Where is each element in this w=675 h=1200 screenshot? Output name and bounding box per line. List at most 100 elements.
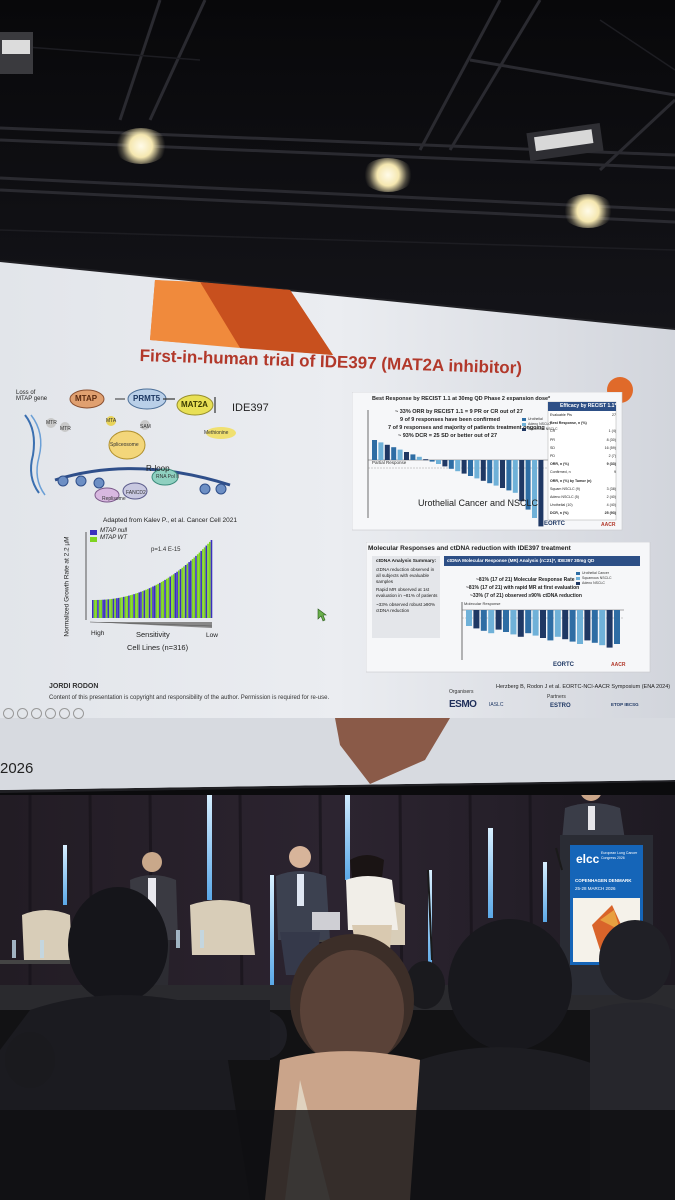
waterfall-bar	[104, 599, 106, 618]
best-response-bar	[410, 454, 416, 460]
best-response-bar	[397, 449, 403, 460]
waterfall-bar	[210, 540, 213, 618]
waterfall-bar	[196, 554, 199, 618]
zoom-icon[interactable]	[45, 708, 56, 719]
diagram-node-ide397: IDE397	[232, 402, 269, 414]
table-row: Best Response, n (%)	[550, 421, 587, 426]
esmo-logo: ESMO	[449, 699, 477, 710]
waterfall-bar	[124, 596, 127, 618]
table-row: CR 1 (4)	[550, 429, 616, 434]
waterfall-bar	[141, 591, 144, 618]
best-response-bar	[423, 459, 429, 461]
waterfall-bar	[100, 599, 103, 618]
waterfall-bar	[116, 598, 118, 618]
waterfall-bar	[92, 600, 94, 618]
diagram-node-fancd2: FANCD2	[126, 490, 146, 496]
pointer-cursor-icon	[317, 608, 327, 622]
table-row: ORR, n (%) 9 (33)	[550, 462, 616, 467]
ctdna-bar	[517, 610, 524, 637]
podium-location: COPENHAGEN DENMARK	[575, 878, 632, 883]
waterfall-high: High	[91, 630, 105, 637]
iaslc-logo: IASLC	[489, 702, 504, 708]
waterfall-bar	[153, 585, 156, 618]
waterfall-bar	[179, 569, 182, 618]
best-response-bullet-1: ~ 33% ORR by RECIST 1.1 = 9 PR or CR out…	[395, 409, 523, 415]
waterfall-bar	[135, 593, 137, 618]
legend-mtap-null: MTAP null	[100, 528, 128, 534]
legend-mtap-wt: MTAP WT	[100, 535, 127, 541]
copyright-notice: Content of this presentation is copyrigh…	[49, 695, 330, 701]
waterfall-bar	[162, 580, 165, 618]
best-response-bar	[474, 460, 480, 479]
more-icon[interactable]	[73, 708, 84, 719]
best-response-bar	[384, 444, 390, 460]
waterfall-bar	[157, 583, 159, 618]
ctdna-bar	[488, 610, 495, 634]
waterfall-bar	[174, 572, 177, 618]
legend-urothelial: Urothelial	[528, 417, 543, 421]
best-response-bar	[442, 460, 448, 467]
ctdna-bar	[547, 610, 554, 641]
list-item: ~33% observed robust ≥90% ctDNA reductio…	[376, 601, 436, 613]
efficacy-table: Evaluable Pts 27 Best Response, n (%) CR 1…	[550, 413, 616, 519]
waterfall-bar	[97, 599, 99, 618]
best-response-bar	[512, 460, 518, 493]
ctdna-legend-squamous: Squamous NSCLC	[582, 576, 612, 580]
waterfall-bar	[129, 595, 132, 618]
waterfall-bar	[190, 560, 192, 618]
ctdna-panel-header: ctDNA Molecular Response (MR) Analysis (…	[447, 558, 595, 563]
spotlight	[562, 194, 614, 228]
subtitle-icon[interactable]	[59, 708, 70, 719]
best-response-bullet-3: 7 of 9 responses and majority of patient…	[388, 425, 545, 431]
ctdna-bar	[554, 610, 561, 637]
etop-logo: ETOP IBCSG	[611, 702, 639, 707]
ctdna-legend-adeno: Adeno NSCLC	[582, 581, 605, 585]
best-response-bar	[429, 460, 435, 462]
waterfall-bar	[172, 574, 175, 618]
table-row: DCR, n (%) 25 (93)	[550, 511, 616, 516]
list-item: Rapid MR observed at 1st evaluation in ~…	[376, 587, 438, 599]
ctdna-legend-urothelial: Urothelial Cancer	[582, 571, 610, 575]
diagram-node-replisome: Replisome	[102, 496, 126, 502]
legend-squamous: Squamous NSCLC	[528, 427, 558, 431]
best-response-bar	[487, 460, 493, 484]
slides-icon[interactable]	[31, 708, 42, 719]
partial-response-label: Partial Response	[372, 460, 407, 465]
waterfall-bar	[112, 598, 115, 618]
citation: Herzberg B, Rodon J et al. EORTC-NCI-AAC…	[496, 684, 671, 690]
waterfall-bar	[117, 597, 120, 618]
waterfall-bar	[102, 599, 104, 618]
waterfall-low: Low	[206, 632, 218, 639]
table-row: Evaluable Pts 27	[550, 413, 616, 417]
eortc-logo-top: EORTC	[544, 521, 565, 527]
podium-dates: 25-28 MARCH 2026	[575, 886, 616, 891]
pen-icon[interactable]	[17, 708, 28, 719]
ctdna-bar	[480, 610, 487, 631]
ctdna-summary-list: ctDNA reduction observed in all subjects…	[376, 567, 438, 614]
waterfall-bar	[93, 599, 96, 618]
diagram-node-spliceosome: Spliceosome	[110, 442, 139, 448]
diagram-loss-label: Loss of MTAP gene	[16, 390, 48, 402]
table-row: PR 8 (30)	[550, 437, 616, 442]
waterfall-bar	[133, 594, 135, 618]
diagram-node-rnapol: RNA Pol II	[156, 474, 180, 480]
ctdna-bar	[584, 610, 591, 641]
diagram-node-mat2a: MAT2A	[181, 400, 208, 409]
waterfall-bar	[188, 562, 190, 618]
cell-line-waterfall	[85, 530, 213, 628]
waterfall-bar	[122, 596, 125, 618]
waterfall-bar	[195, 555, 197, 618]
waterfall-bar	[126, 596, 128, 618]
ctdna-panel	[366, 542, 651, 673]
spotlight	[362, 158, 414, 192]
waterfall-bar	[152, 586, 154, 618]
waterfall-bar	[145, 589, 147, 618]
diagram-node-mta: MTA	[106, 418, 117, 424]
estro-logo: ESTRO	[550, 703, 571, 709]
podium-subtitle: European Lung Cancer Congress 2026	[601, 851, 638, 860]
best-response-bar	[532, 460, 537, 518]
waterfall-bar	[150, 587, 153, 618]
back-icon[interactable]	[3, 708, 14, 719]
legend-swatch-mtap-null	[90, 530, 97, 535]
